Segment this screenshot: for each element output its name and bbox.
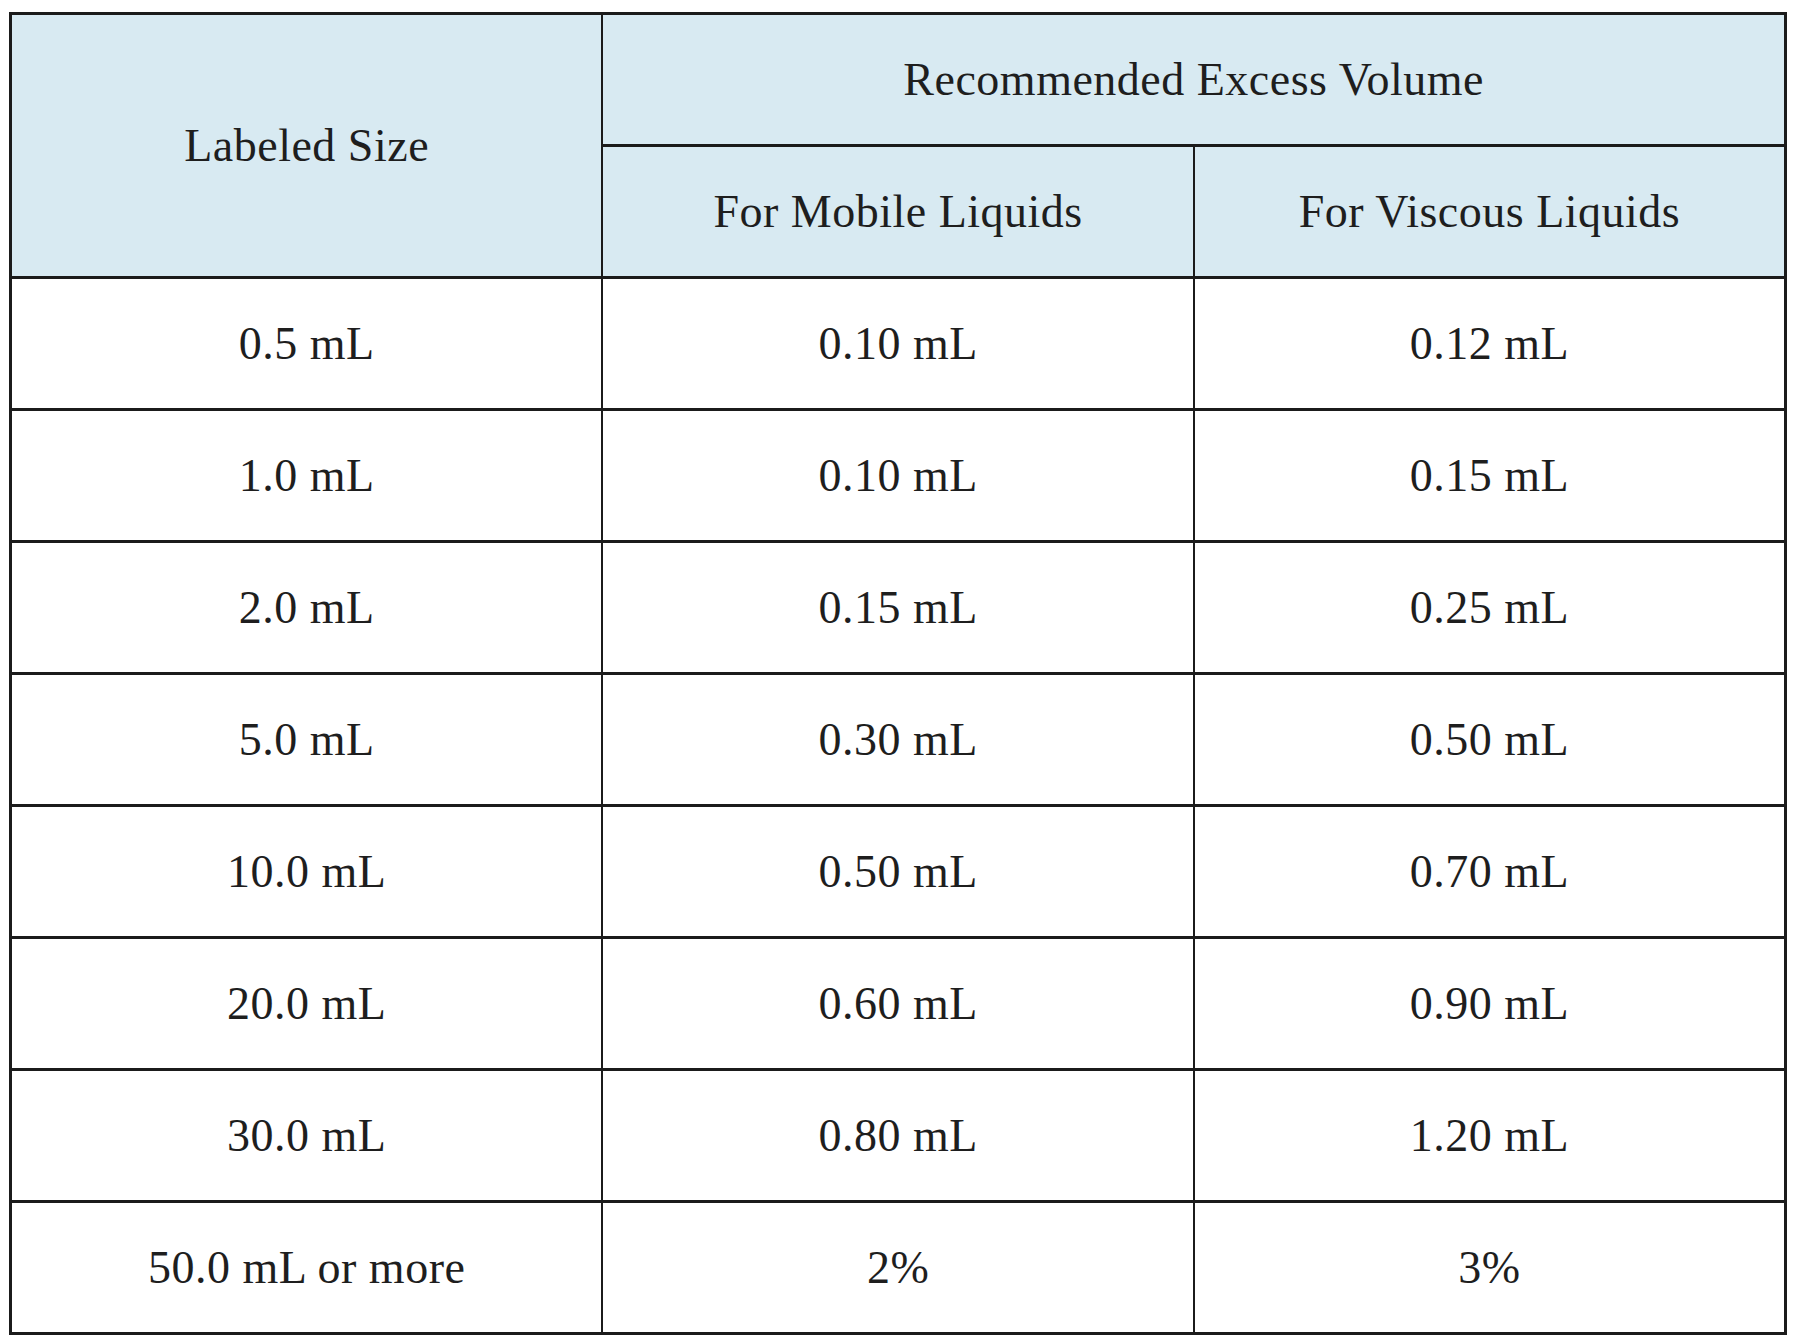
viscous-excess-cell: 0.50 mL: [1194, 674, 1786, 806]
labeled-size-cell: 0.5 mL: [11, 278, 603, 410]
labeled-size-cell: 30.0 mL: [11, 1070, 603, 1202]
viscous-excess-cell: 0.90 mL: [1194, 938, 1786, 1070]
viscous-excess-cell: 3%: [1194, 1202, 1786, 1334]
table-row: 50.0 mL or more 2% 3%: [11, 1202, 1786, 1334]
viscous-liquids-header: For Viscous Liquids: [1194, 146, 1786, 278]
excess-volume-group-header: Recommended Excess Volume: [602, 14, 1785, 146]
labeled-size-header: Labeled Size: [11, 14, 603, 278]
viscous-excess-cell: 0.70 mL: [1194, 806, 1786, 938]
table-row: 30.0 mL 0.80 mL 1.20 mL: [11, 1070, 1786, 1202]
viscous-excess-cell: 0.25 mL: [1194, 542, 1786, 674]
mobile-excess-cell: 0.30 mL: [602, 674, 1194, 806]
header-row-group: Labeled Size Recommended Excess Volume: [11, 14, 1786, 146]
page: Labeled Size Recommended Excess Volume F…: [0, 0, 1796, 1344]
mobile-excess-cell: 0.50 mL: [602, 806, 1194, 938]
table-body: 0.5 mL 0.10 mL 0.12 mL 1.0 mL 0.10 mL 0.…: [11, 278, 1786, 1334]
mobile-excess-cell: 2%: [602, 1202, 1194, 1334]
labeled-size-cell: 20.0 mL: [11, 938, 603, 1070]
mobile-excess-cell: 0.15 mL: [602, 542, 1194, 674]
mobile-excess-cell: 0.80 mL: [602, 1070, 1194, 1202]
labeled-size-cell: 5.0 mL: [11, 674, 603, 806]
labeled-size-cell: 1.0 mL: [11, 410, 603, 542]
labeled-size-cell: 50.0 mL or more: [11, 1202, 603, 1334]
viscous-excess-cell: 0.12 mL: [1194, 278, 1786, 410]
excess-volume-table: Labeled Size Recommended Excess Volume F…: [9, 12, 1787, 1335]
labeled-size-cell: 2.0 mL: [11, 542, 603, 674]
table-row: 5.0 mL 0.30 mL 0.50 mL: [11, 674, 1786, 806]
mobile-liquids-header: For Mobile Liquids: [602, 146, 1194, 278]
table-header: Labeled Size Recommended Excess Volume F…: [11, 14, 1786, 278]
viscous-excess-cell: 0.15 mL: [1194, 410, 1786, 542]
mobile-excess-cell: 0.10 mL: [602, 410, 1194, 542]
table-row: 10.0 mL 0.50 mL 0.70 mL: [11, 806, 1786, 938]
table-row: 0.5 mL 0.10 mL 0.12 mL: [11, 278, 1786, 410]
viscous-excess-cell: 1.20 mL: [1194, 1070, 1786, 1202]
labeled-size-cell: 10.0 mL: [11, 806, 603, 938]
table-row: 1.0 mL 0.10 mL 0.15 mL: [11, 410, 1786, 542]
table-row: 20.0 mL 0.60 mL 0.90 mL: [11, 938, 1786, 1070]
mobile-excess-cell: 0.60 mL: [602, 938, 1194, 1070]
table-row: 2.0 mL 0.15 mL 0.25 mL: [11, 542, 1786, 674]
mobile-excess-cell: 0.10 mL: [602, 278, 1194, 410]
